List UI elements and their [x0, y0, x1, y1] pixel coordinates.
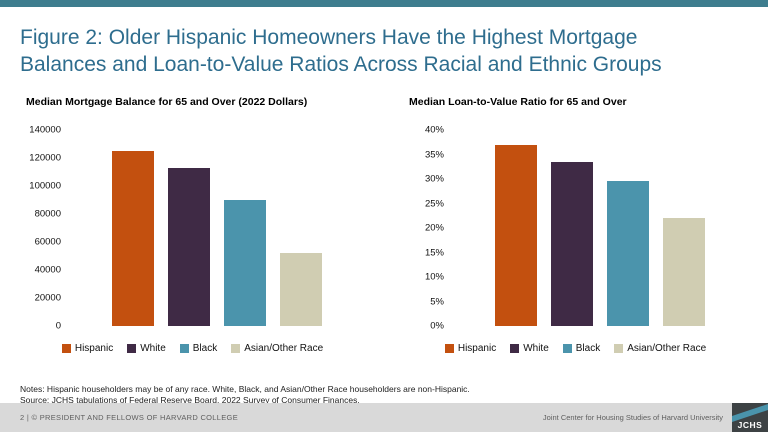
legend-swatch: [510, 344, 520, 353]
bar-asian-other-race: [279, 253, 322, 326]
legend-swatch: [231, 344, 241, 353]
legend-item: Hispanic: [61, 343, 114, 354]
bar-black: [606, 181, 649, 326]
plot: 140000 120000 100000 80000 60000 40000 20000 0: [20, 125, 365, 332]
y-axis: 40% 35% 30% 25% 20% 15% 10% 5% 0%: [403, 125, 451, 332]
slide-title: Figure 2: Older Hispanic Homeowners Have…: [20, 24, 756, 78]
y-axis-tick-label: 35%: [424, 149, 444, 160]
legend-label: Hispanic: [457, 343, 497, 354]
legend-swatch: [614, 344, 624, 353]
y-axis-tick-label: 0: [55, 320, 61, 332]
footer-copyright: 2 | © PRESIDENT AND FELLOWS OF HARVARD C…: [20, 413, 238, 422]
y-axis-tick-label: 15%: [424, 247, 444, 258]
legend-item: White: [510, 343, 549, 354]
notes-line: Notes: Hispanic householders may be of a…: [20, 384, 470, 394]
bar-black: [223, 200, 266, 326]
y-axis: 140000 120000 100000 80000 60000 40000 20000 0: [20, 125, 68, 332]
y-axis-tick-label: 10%: [424, 271, 444, 283]
jchs-logo: JCHS: [732, 403, 768, 432]
y-axis-tick-label: 40000: [34, 264, 61, 276]
legend-label: White: [523, 343, 549, 354]
bar-asian-other-race: [662, 218, 705, 326]
y-axis-tick-label: 25%: [424, 198, 444, 209]
legend-label: White: [140, 343, 166, 354]
y-axis-tick-label: 100000: [29, 180, 61, 192]
legend-item: Black: [562, 343, 601, 354]
footer-org-name: Joint Center for Housing Studies of Harv…: [542, 413, 723, 422]
y-axis-tick-label: 20000: [34, 292, 61, 304]
legend-item: Hispanic: [444, 343, 497, 354]
legend-label: Black: [192, 343, 218, 354]
legend-swatch: [444, 344, 454, 353]
legend-item: Asian/Other Race: [614, 343, 706, 354]
y-axis-tick-label: 120000: [29, 152, 61, 164]
mortgage-balance-chart: Median Mortgage Balance for 65 and Over …: [20, 96, 365, 354]
legend-item: Black: [179, 343, 218, 354]
source-line: Source: JCHS tabulations of Federal Rese…: [20, 395, 360, 405]
legend-swatch: [127, 344, 137, 353]
y-axis-tick-label: 30%: [424, 173, 444, 185]
y-axis-tick-label: 40%: [424, 124, 444, 136]
y-axis-tick-label: 60000: [34, 236, 61, 248]
jchs-logo-text: JCHS: [737, 420, 763, 430]
chart-title: Median Mortgage Balance for 65 and Over …: [26, 96, 308, 108]
legend: Hispanic White Black Asian/Other Race: [20, 343, 365, 354]
plot-area: [451, 130, 748, 326]
slide-title-line1: Figure 2: Older Hispanic Homeowners Have…: [20, 26, 638, 49]
legend-label: Black: [575, 343, 601, 354]
legend-item: Asian/Other Race: [231, 343, 323, 354]
y-axis-tick-label: 80000: [34, 208, 61, 220]
chart-title: Median Loan-to-Value Ratio for 65 and Ov…: [409, 96, 627, 108]
legend: Hispanic White Black Asian/Other Race: [403, 343, 748, 354]
y-axis-tick-label: 5%: [430, 296, 444, 307]
bar-hispanic: [494, 144, 537, 326]
y-axis-tick-label: 0%: [430, 320, 444, 332]
bar-white: [167, 167, 210, 326]
y-axis-tick-label: 20%: [424, 222, 444, 234]
jchs-logo-roof-icon: [732, 404, 768, 422]
legend-label: Asian/Other Race: [244, 343, 324, 354]
legend-label: Asian/Other Race: [627, 343, 707, 354]
bar-white: [550, 161, 593, 326]
notes: Notes: Hispanic householders may be of a…: [20, 384, 470, 406]
top-accent-bar: [0, 0, 768, 7]
legend-swatch: [61, 344, 71, 353]
slide-title-line2: Balances and Loan-to-Value Ratios Across…: [20, 53, 662, 76]
legend-swatch: [179, 344, 189, 353]
plot-area: [68, 130, 365, 326]
bar-hispanic: [111, 151, 154, 326]
plot: 40% 35% 30% 25% 20% 15% 10% 5% 0%: [403, 125, 748, 332]
charts-row: Median Mortgage Balance for 65 and Over …: [20, 96, 748, 354]
footer-bar: 2 | © PRESIDENT AND FELLOWS OF HARVARD C…: [0, 403, 768, 432]
legend-swatch: [562, 344, 572, 353]
legend-label: Hispanic: [74, 343, 114, 354]
loan-to-value-chart: Median Loan-to-Value Ratio for 65 and Ov…: [403, 96, 748, 354]
legend-item: White: [127, 343, 166, 354]
y-axis-tick-label: 140000: [29, 124, 61, 136]
